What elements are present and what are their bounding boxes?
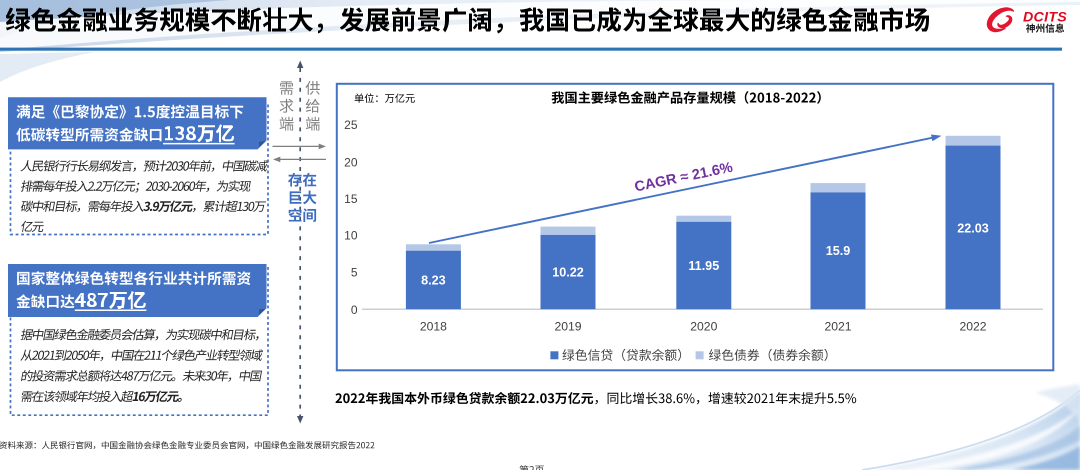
svg-text:15: 15: [344, 192, 358, 206]
svg-text:0: 0: [351, 303, 358, 317]
svg-text:2021: 2021: [824, 320, 851, 334]
svg-text:10: 10: [344, 228, 358, 242]
svg-text:2019: 2019: [554, 320, 581, 334]
svg-text:2018: 2018: [420, 320, 447, 334]
svg-text:2022: 2022: [959, 320, 986, 334]
svg-text:8.23: 8.23: [421, 273, 446, 287]
svg-text:22.03: 22.03: [957, 221, 989, 235]
svg-text:11.95: 11.95: [688, 259, 719, 273]
svg-text:15.9: 15.9: [826, 244, 851, 258]
svg-text:DCITS: DCITS: [1023, 10, 1067, 26]
svg-text:20: 20: [344, 155, 358, 169]
svg-text:25: 25: [344, 118, 358, 132]
svg-text:2020: 2020: [690, 320, 717, 334]
svg-text:10.22: 10.22: [552, 265, 584, 279]
svg-text:5: 5: [351, 266, 358, 280]
